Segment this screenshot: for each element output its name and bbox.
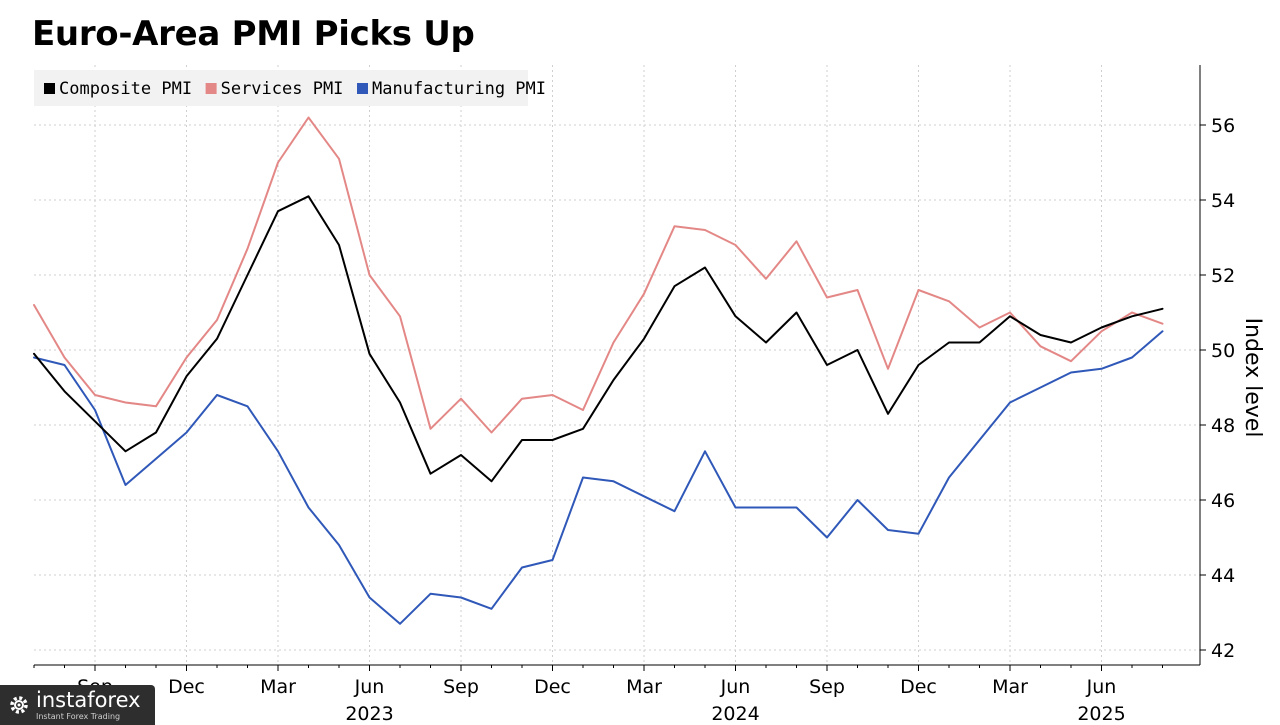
legend: Composite PMI Services PMI Manufacturing P… bbox=[34, 70, 546, 106]
y-tick-label: 50 bbox=[1211, 340, 1235, 362]
y-tick-label: 52 bbox=[1211, 265, 1235, 287]
legend-swatch bbox=[205, 83, 217, 94]
x-tick-label: Jun bbox=[1086, 676, 1117, 698]
x-tick-label: Sep bbox=[809, 676, 845, 698]
watermark: instaforex Instant Forex Trading bbox=[0, 685, 155, 725]
legend-label: Services PMI bbox=[221, 79, 344, 99]
series-layer bbox=[33, 116, 1164, 625]
legend-swatch bbox=[44, 83, 55, 94]
legend-swatch bbox=[357, 83, 368, 94]
x-tick-label: Jun bbox=[720, 676, 751, 698]
y-tick-label: 54 bbox=[1211, 190, 1235, 212]
grid-layer bbox=[34, 65, 1200, 665]
gear-logo-icon bbox=[10, 696, 28, 714]
x-year-label: 2024 bbox=[711, 703, 759, 725]
watermark-brand: instaforex bbox=[36, 687, 141, 712]
legend-label: Manufacturing PMI bbox=[372, 79, 546, 99]
x-tick-label: Mar bbox=[992, 676, 1028, 698]
x-tick-label: Dec bbox=[168, 676, 205, 698]
series-line-composite-pmi bbox=[33, 195, 1164, 483]
x-tick-label: Mar bbox=[626, 676, 662, 698]
y-tick-label: 56 bbox=[1211, 115, 1235, 137]
legend-background bbox=[34, 70, 528, 106]
x-year-label: 2023 bbox=[345, 703, 393, 725]
y-tick-label: 46 bbox=[1211, 490, 1235, 512]
y-tick-label: 44 bbox=[1211, 565, 1235, 587]
chart-title: Euro-Area PMI Picks Up bbox=[32, 14, 475, 54]
y-axis-title: Index level bbox=[1240, 318, 1265, 438]
legend-label: Composite PMI bbox=[59, 79, 192, 99]
y-tick-label: 48 bbox=[1211, 415, 1235, 437]
x-tick-label: Dec bbox=[534, 676, 571, 698]
series-line-services-pmi bbox=[33, 116, 1164, 434]
watermark-tagline: Instant Forex Trading bbox=[36, 711, 121, 721]
x-tick-label: Mar bbox=[260, 676, 296, 698]
x-tick-label: Jun bbox=[354, 676, 385, 698]
series-line-manufacturing-pmi bbox=[33, 330, 1164, 625]
x-year-label: 2025 bbox=[1077, 703, 1125, 725]
x-tick-label: Sep bbox=[443, 676, 479, 698]
y-tick-label: 42 bbox=[1211, 640, 1235, 662]
x-tick-label: Dec bbox=[900, 676, 937, 698]
